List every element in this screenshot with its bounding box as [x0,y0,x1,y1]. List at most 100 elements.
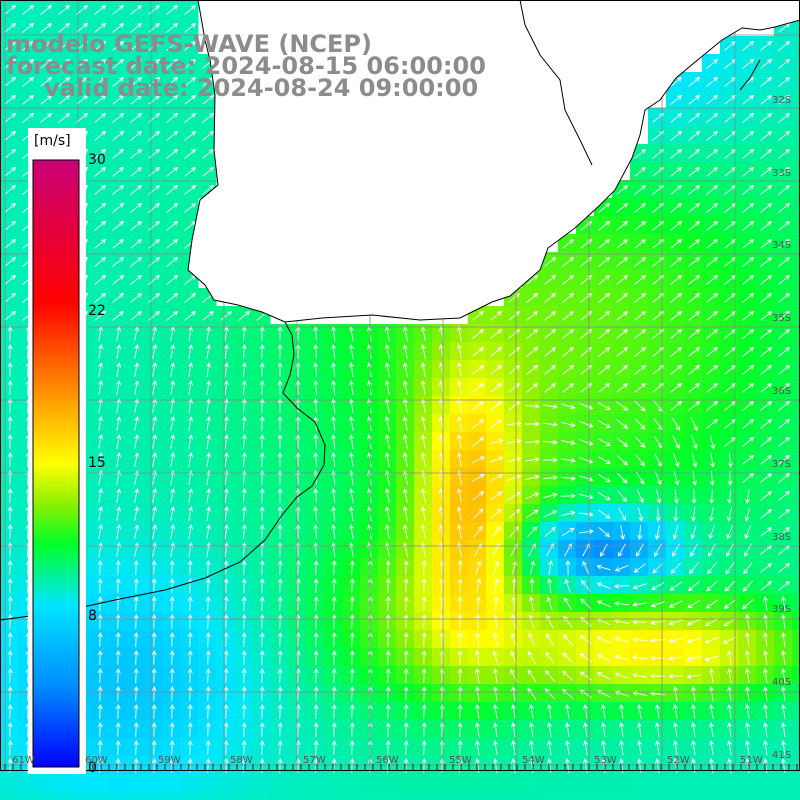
wind-speed-cell [792,504,800,523]
wind-speed-cell [702,522,721,541]
wind-vector [722,636,737,644]
wind-vector [152,398,158,413]
wind-vector [94,131,107,141]
wind-speed-cell [558,432,577,451]
wind-vector [760,59,773,69]
wind-speed-cell [702,180,721,199]
wind-vector [130,149,143,159]
wind-vector [760,149,773,159]
wind-speed-cell [630,306,649,325]
wind-speed-cell [90,432,109,451]
wind-speed-cell [738,396,757,415]
wind-vector [313,524,319,540]
wind-speed-cell [756,792,775,800]
wind-speed-cell [90,612,109,631]
wind-vector [133,668,139,684]
wind-speed-cell [108,126,127,145]
wind-vector [169,614,175,630]
wind-speed-cell [0,738,19,757]
wind-speed-cell [522,450,541,469]
wind-speed-cell [594,738,613,757]
wind-speed-cell [630,666,649,685]
lon-label: 60W [85,755,108,766]
wind-speed-cell [342,342,361,361]
wind-vector [510,722,517,737]
wind-vector [634,329,647,339]
wind-speed-cell [396,702,415,721]
wind-speed-cell [612,360,631,379]
wind-speed-cell [738,594,757,613]
wind-vector [259,650,265,666]
wind-vector [384,398,390,413]
wind-speed-cell [198,432,217,451]
wind-speed-cell [180,360,199,379]
wind-vector [241,632,247,648]
wind-vector [742,365,755,375]
wind-speed-cell [576,252,595,271]
wind-vector [654,453,662,467]
wind-vector [133,722,139,738]
wind-speed-cell [0,90,19,109]
wind-speed-cell [540,720,559,739]
wind-vector [727,488,733,504]
wind-vector [710,453,716,468]
wind-vector [385,704,391,720]
wind-speed-cell [360,468,379,487]
lat-label: 37S [772,459,792,470]
wind-vector [98,398,104,413]
wind-vector [187,614,193,630]
wind-vector [148,23,161,33]
wind-speed-cell [234,504,253,523]
wind-vector [205,434,212,449]
wind-vector [169,560,175,576]
wind-vector [490,419,503,429]
wind-speed-cell [774,738,793,757]
wind-speed-cell [0,774,19,793]
wind-speed-cell [216,396,235,415]
wind-vector [188,434,194,449]
wind-speed-cell [324,450,343,469]
wind-vector [295,434,301,450]
wind-speed-cell [108,396,127,415]
wind-vector [348,380,355,395]
wind-vector [94,203,107,213]
wind-speed-cell [504,432,523,451]
wind-vector [115,668,121,684]
wind-vector [403,668,409,684]
wind-vector [116,452,122,467]
wind-speed-cell [180,594,199,613]
wind-speed-cell [774,144,793,163]
wind-speed-cell [252,720,271,739]
wind-vector [166,185,179,195]
wind-vector [277,704,283,720]
wind-vector [421,740,427,756]
wind-speed-cell [738,720,757,739]
wind-speed-cell [648,180,667,199]
wind-vector [582,560,590,575]
wind-speed-cell [540,270,559,289]
wind-vector [688,365,701,375]
wind-speed-cell [450,378,469,397]
wind-vector [348,524,355,539]
wind-speed-cell [522,306,541,325]
wind-vector [742,473,755,483]
wind-vector [562,293,575,303]
wind-speed-cell [468,684,487,703]
wind-vector [205,416,212,431]
wind-vector [170,524,176,539]
wind-vector [472,508,484,520]
wind-vector [562,329,575,339]
wind-speed-cell [504,720,523,739]
wind-vector [457,560,463,576]
wind-vector [277,686,283,702]
wind-speed-cell [738,126,757,145]
wind-speed-cell [108,720,127,739]
wind-vector [148,239,161,249]
wind-vector [166,311,179,321]
wind-speed-cell [198,630,217,649]
wind-vector [760,347,773,357]
wind-speed-cell [720,792,739,800]
wind-vector [331,488,337,504]
wind-speed-cell [432,468,451,487]
wind-speed-cell [90,540,109,559]
